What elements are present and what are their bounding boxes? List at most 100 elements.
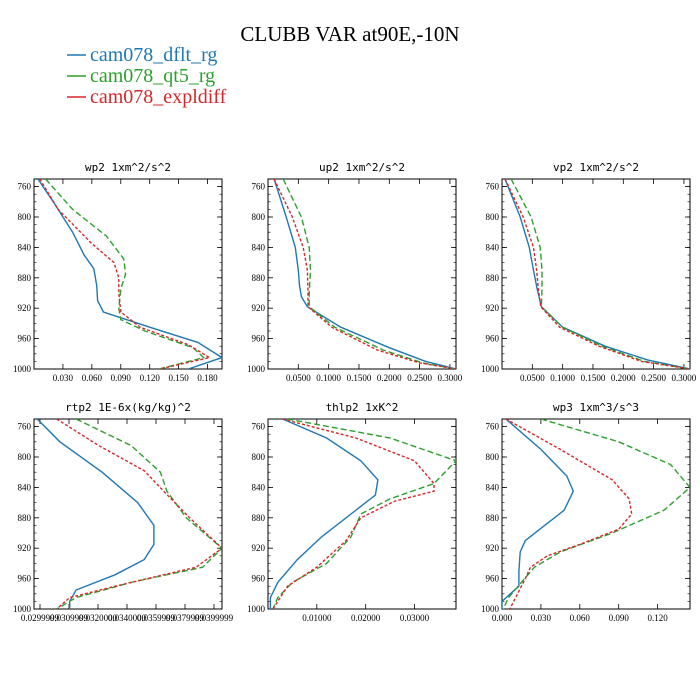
legend-label-3: cam078_expldiff — [90, 86, 227, 108]
series-line-cam078_dflt_rg — [37, 179, 222, 369]
y-tick-label: 960 — [18, 574, 32, 584]
series-line-cam078_qt5_rg — [502, 419, 690, 609]
x-tick-label: 0.030 — [53, 373, 74, 383]
y-tick-label: 920 — [18, 303, 32, 313]
y-tick-label: 880 — [486, 513, 500, 523]
y-tick-label: 1000 — [481, 604, 500, 614]
x-tick-label: 0.120 — [647, 613, 668, 623]
x-tick-label: 0.000 — [492, 613, 513, 623]
x-tick-label: 0.1500 — [581, 373, 606, 383]
y-tick-label: 800 — [252, 452, 266, 462]
x-tick-label: 0.090 — [609, 613, 630, 623]
panel-title: up2 1xm^2/s^2 — [319, 161, 405, 174]
y-tick-label: 760 — [486, 182, 500, 192]
chart-panel-5: thlp2 1xK^2 760 800 840 880 920 960 1000 0.01000… — [247, 401, 457, 623]
series-line-cam078_dflt_rg — [504, 179, 690, 369]
y-tick-label: 880 — [18, 513, 32, 523]
series-line-cam078_expldiff — [39, 179, 212, 369]
y-tick-label: 800 — [252, 212, 266, 222]
x-tick-label: 0.0359999 — [137, 613, 176, 623]
y-tick-label: 1000 — [247, 364, 266, 374]
legend-entry-2: cam078_qt5_rg — [67, 65, 215, 87]
y-tick-label: 960 — [486, 574, 500, 584]
y-tick-label: 840 — [252, 482, 266, 492]
series-line-cam078_dflt_rg — [36, 419, 155, 609]
x-tick-label: 0.090 — [111, 373, 132, 383]
y-tick-label: 920 — [486, 303, 500, 313]
figure-title: CLUBB VAR at90E,-10N — [240, 22, 459, 46]
x-tick-label: 0.120 — [140, 373, 161, 383]
y-tick-label: 800 — [18, 452, 32, 462]
y-tick-label: 840 — [18, 482, 32, 492]
y-tick-label: 920 — [486, 543, 500, 553]
legend-label-2: cam078_qt5_rg — [90, 65, 215, 87]
panel-title: thlp2 1xK^2 — [326, 401, 399, 414]
y-tick-label: 800 — [486, 452, 500, 462]
series-line-cam078_qt5_rg — [272, 419, 456, 609]
plot-frame — [267, 418, 457, 610]
panel-title: wp3 1xm^3/s^3 — [553, 401, 639, 414]
y-tick-label: 1000 — [13, 604, 32, 614]
x-tick-label: 0.0320000 — [79, 613, 118, 623]
x-tick-label: 0.3000 — [672, 373, 697, 383]
x-tick-label: 0.180 — [197, 373, 218, 383]
x-tick-label: 0.0379999 — [166, 613, 205, 623]
plot-frame — [33, 178, 223, 370]
panel-title: rtp2 1E-6x(kg/kg)^2 — [65, 401, 191, 414]
y-tick-label: 840 — [486, 242, 500, 252]
chart-panel-4: rtp2 1E-6x(kg/kg)^2 760 800 840 880 920 960 100… — [13, 401, 234, 623]
y-tick-label: 760 — [18, 182, 32, 192]
y-tick-label: 840 — [252, 242, 266, 252]
series-line-cam078_qt5_rg — [56, 419, 222, 609]
y-tick-label: 760 — [18, 422, 32, 432]
y-tick-label: 880 — [18, 273, 32, 283]
chart-panel-1: wp2 1xm^2/s^2 760 800 840 880 920 960 1000 0.030… — [13, 161, 223, 383]
series-line-cam078_expldiff — [505, 419, 633, 609]
series-line-cam078_qt5_rg — [45, 179, 206, 369]
x-tick-label: 0.01000 — [302, 613, 332, 623]
series-line-cam078_dflt_rg — [273, 179, 456, 369]
x-tick-label: 0.2000 — [611, 373, 636, 383]
plot-frame — [501, 418, 691, 610]
y-tick-label: 1000 — [481, 364, 500, 374]
x-tick-label: 0.2500 — [641, 373, 666, 383]
legend: cam078_dflt_rg cam078_qt5_rg cam078_expl… — [67, 44, 227, 108]
y-tick-label: 840 — [18, 242, 32, 252]
y-tick-label: 800 — [486, 212, 500, 222]
y-tick-label: 760 — [252, 182, 266, 192]
series-line-cam078_qt5_rg — [282, 179, 456, 369]
x-tick-label: 0.03000 — [400, 613, 430, 623]
series-line-cam078_expldiff — [56, 419, 222, 609]
x-tick-label: 0.060 — [570, 613, 591, 623]
y-tick-label: 800 — [18, 212, 32, 222]
y-tick-label: 880 — [252, 513, 266, 523]
y-tick-label: 840 — [486, 482, 500, 492]
y-tick-label: 880 — [486, 273, 500, 283]
chart-panel-2: up2 1xm^2/s^2 760 800 840 880 920 960 1000 0.050… — [247, 161, 463, 383]
x-tick-label: 0.1000 — [316, 373, 341, 383]
y-tick-label: 760 — [486, 422, 500, 432]
x-tick-label: 0.2000 — [377, 373, 402, 383]
x-tick-label: 0.0399999 — [195, 613, 234, 623]
series-line-cam078_expldiff — [273, 179, 456, 369]
chart-panel-6: wp3 1xm^3/s^3 760 800 840 880 920 960 10000.000… — [481, 401, 691, 623]
series-line-cam078_qt5_rg — [510, 179, 690, 369]
x-tick-label: 0.1500 — [347, 373, 372, 383]
plot-frame — [267, 178, 457, 370]
y-tick-label: 920 — [252, 543, 266, 553]
x-tick-label: 0.1000 — [550, 373, 575, 383]
plot-frame — [33, 418, 223, 610]
series-line-cam078_dflt_rg — [502, 419, 575, 609]
y-tick-label: 1000 — [13, 364, 32, 374]
chart-panels: wp2 1xm^2/s^2 760 800 840 880 920 960 1000 0.030… — [13, 161, 697, 623]
legend-label-1: cam078_dflt_rg — [90, 44, 217, 66]
x-tick-label: 0.2500 — [407, 373, 432, 383]
x-tick-label: 0.0299999 — [21, 613, 60, 623]
y-tick-label: 920 — [18, 543, 32, 553]
y-tick-label: 960 — [252, 334, 266, 344]
x-tick-label: 0.030 — [531, 613, 552, 623]
plot-frame — [501, 178, 691, 370]
x-tick-label: 0.02000 — [351, 613, 381, 623]
panel-title: vp2 1xm^2/s^2 — [553, 161, 639, 174]
